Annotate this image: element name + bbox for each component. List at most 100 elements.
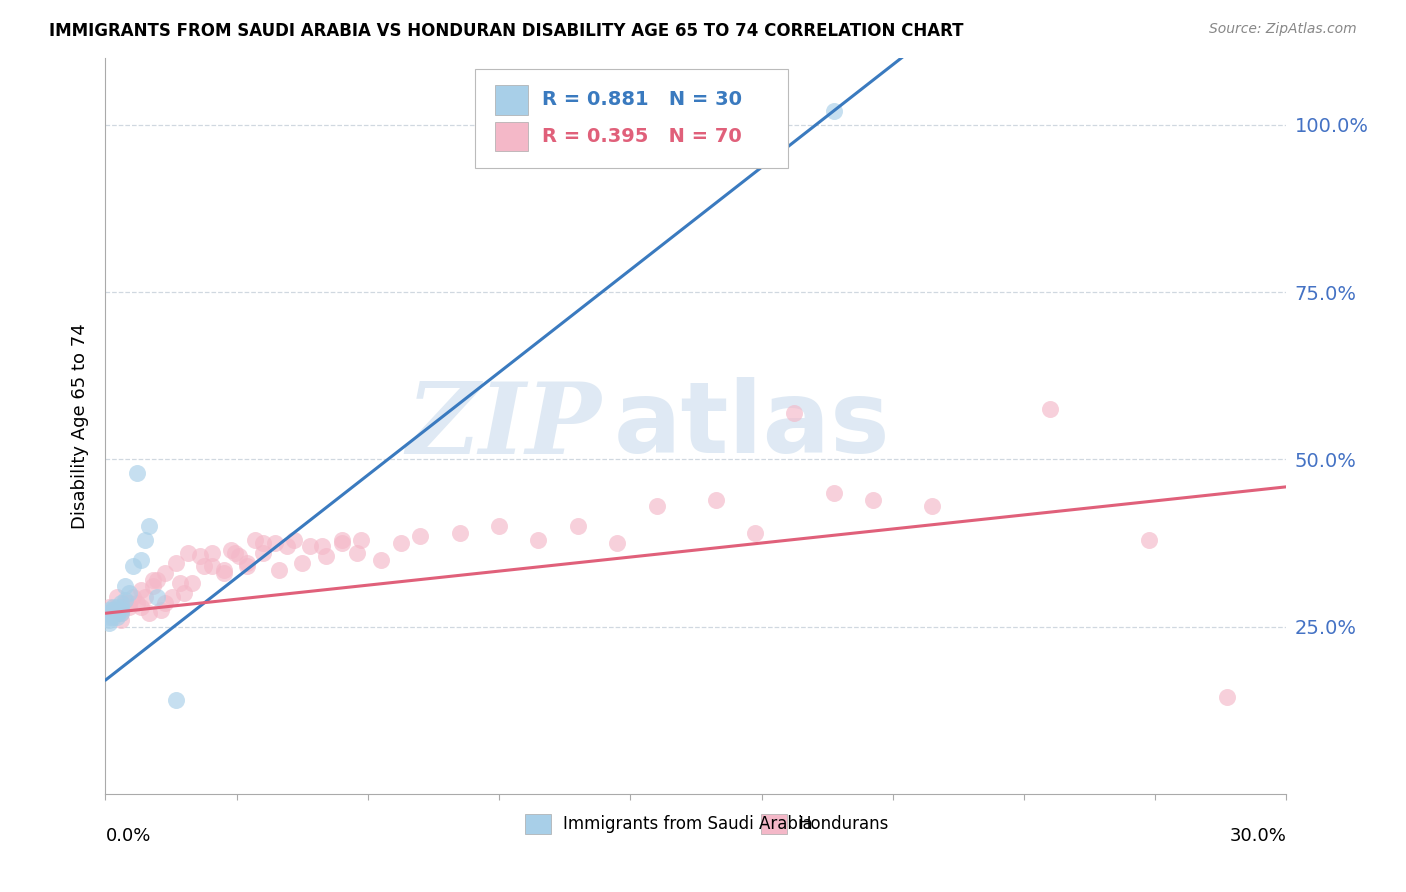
Point [162,590,184,604]
Point [105,609,128,624]
Point [1039,402,1062,417]
Point [103,599,125,614]
Point [212,566,235,580]
Text: IMMIGRANTS FROM SAUDI ARABIA VS HONDURAN DISABILITY AGE 65 TO 74 CORRELATION CHA: IMMIGRANTS FROM SAUDI ARABIA VS HONDURAN… [49,22,963,40]
Point [1216,690,1239,704]
Point [212,563,235,577]
Point [138,607,160,621]
Point [823,104,845,119]
Point [114,596,136,610]
Point [488,519,510,533]
Point [134,590,156,604]
Point [118,599,141,614]
Point [103,603,125,617]
Point [1137,533,1160,547]
Point [201,559,224,574]
Point [114,580,136,594]
Point [103,609,125,624]
Text: atlas: atlas [613,377,890,475]
Point [153,596,176,610]
Point [311,539,333,553]
Point [98,599,121,614]
Point [165,693,187,707]
Bar [495,122,529,152]
Point [129,599,152,614]
Point [149,603,172,617]
Point [704,492,727,507]
Point [110,607,132,621]
Text: 0.0%: 0.0% [105,827,150,845]
Point [263,536,285,550]
Point [350,533,373,547]
Point [370,552,392,567]
Point [118,586,141,600]
Point [98,613,121,627]
Point [129,582,152,597]
Point [921,499,943,513]
Bar [524,814,551,834]
Point [236,559,259,574]
Point [125,466,148,480]
FancyBboxPatch shape [475,69,789,169]
Point [165,556,187,570]
Point [315,549,337,564]
Point [105,607,128,621]
Point [330,533,353,547]
Point [98,609,121,624]
Point [142,580,165,594]
Point [110,607,132,621]
Point [201,546,224,560]
Bar [495,86,529,115]
Point [103,603,125,617]
Point [110,599,132,614]
Point [110,596,132,610]
Point [330,536,353,550]
Point [114,592,136,607]
Point [145,573,167,587]
Point [299,539,322,553]
Point [98,607,121,621]
Point [645,499,668,513]
Point [98,616,121,631]
Point [346,546,368,560]
Point [105,607,128,621]
Point [267,563,290,577]
Point [110,613,132,627]
Text: Source: ZipAtlas.com: Source: ZipAtlas.com [1209,22,1357,37]
Point [193,559,215,574]
Point [125,596,148,610]
Point [153,566,176,580]
Point [103,607,125,621]
Text: 30.0%: 30.0% [1230,827,1286,845]
Point [252,536,274,550]
Point [449,525,471,540]
Point [169,576,191,591]
Bar [761,814,787,834]
Text: ZIP: ZIP [406,377,602,475]
Text: Hondurans: Hondurans [799,815,889,833]
Point [138,519,160,533]
Point [783,405,806,419]
Point [98,603,121,617]
Point [145,590,167,604]
Point [567,519,589,533]
Point [105,603,128,617]
Point [606,536,628,550]
Point [118,596,141,610]
Point [103,607,125,621]
Point [105,590,128,604]
Point [527,533,550,547]
Point [744,525,766,540]
Point [129,552,152,567]
Point [823,485,845,500]
Point [181,576,204,591]
Point [122,559,145,574]
Point [177,546,200,560]
Point [221,542,243,557]
Point [105,599,128,614]
Point [283,533,305,547]
Text: Immigrants from Saudi Arabia: Immigrants from Saudi Arabia [562,815,813,833]
Point [389,536,412,550]
Point [224,546,246,560]
Point [228,549,250,564]
